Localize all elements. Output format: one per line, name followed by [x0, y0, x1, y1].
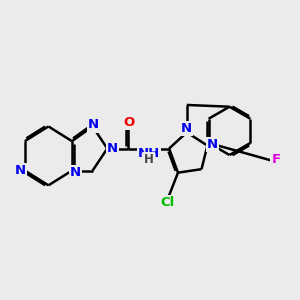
- Text: H: H: [144, 153, 154, 166]
- Text: NH: NH: [138, 147, 160, 160]
- Text: N: N: [88, 118, 99, 131]
- Text: Cl: Cl: [160, 196, 174, 209]
- Text: O: O: [123, 116, 134, 128]
- Text: N: N: [107, 142, 118, 155]
- Text: N: N: [70, 166, 81, 178]
- Text: F: F: [272, 153, 280, 166]
- Text: N: N: [207, 138, 218, 151]
- Text: N: N: [15, 164, 26, 177]
- Text: N: N: [181, 122, 192, 135]
